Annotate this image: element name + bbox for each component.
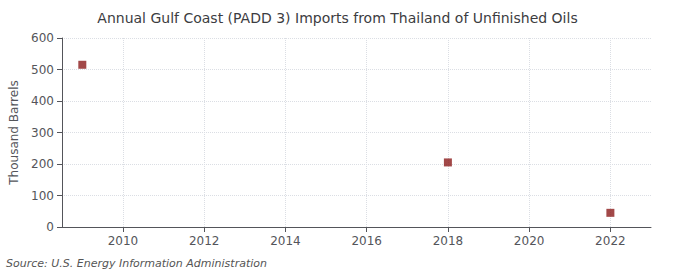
svg-text:Source: U.S. Energy Informatio: Source: U.S. Energy Information Administ… — [6, 257, 267, 270]
svg-text:2014: 2014 — [270, 234, 301, 248]
svg-text:2010: 2010 — [108, 234, 139, 248]
svg-text:0: 0 — [46, 220, 54, 234]
svg-text:400: 400 — [31, 94, 54, 108]
svg-text:2020: 2020 — [514, 234, 545, 248]
svg-text:2022: 2022 — [595, 234, 626, 248]
svg-text:100: 100 — [31, 189, 54, 203]
svg-text:300: 300 — [31, 126, 54, 140]
svg-text:500: 500 — [31, 63, 54, 77]
svg-text:600: 600 — [31, 31, 54, 45]
svg-text:Annual Gulf Coast (PADD 3) Imp: Annual Gulf Coast (PADD 3) Imports from … — [97, 10, 577, 26]
svg-text:2016: 2016 — [351, 234, 382, 248]
svg-text:Thousand Barrels: Thousand Barrels — [7, 80, 21, 185]
svg-text:2018: 2018 — [433, 234, 464, 248]
svg-text:200: 200 — [31, 157, 54, 171]
svg-text:2012: 2012 — [189, 234, 220, 248]
